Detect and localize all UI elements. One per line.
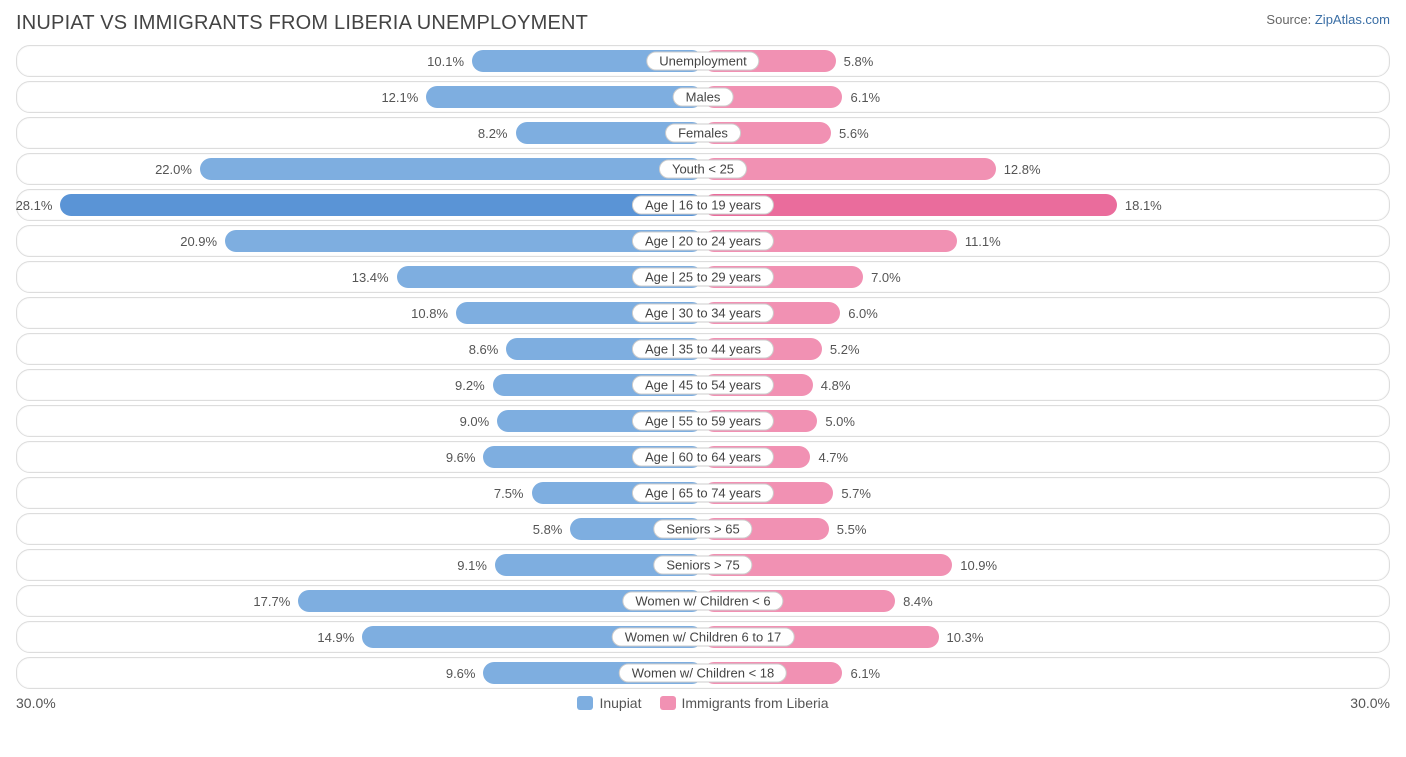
value-label-left: 20.9% bbox=[180, 226, 217, 256]
value-label-right: 10.9% bbox=[960, 550, 997, 580]
category-label: Age | 35 to 44 years bbox=[632, 340, 774, 359]
source-label: Source: bbox=[1266, 12, 1311, 27]
category-label: Women w/ Children 6 to 17 bbox=[612, 628, 795, 647]
axis-max-right: 30.0% bbox=[1350, 695, 1390, 711]
value-label-left: 14.9% bbox=[317, 622, 354, 652]
chart-title: INUPIAT VS IMMIGRANTS FROM LIBERIA UNEMP… bbox=[16, 12, 588, 35]
value-label-right: 7.0% bbox=[871, 262, 901, 292]
value-label-left: 17.7% bbox=[253, 586, 290, 616]
value-label-right: 5.8% bbox=[844, 46, 874, 76]
value-label-left: 9.0% bbox=[460, 406, 490, 436]
chart-row: 9.0% 5.0% Age | 55 to 59 years bbox=[16, 405, 1390, 437]
chart-row: 13.4% 7.0% Age | 25 to 29 years bbox=[16, 261, 1390, 293]
chart-row: 9.1% 10.9% Seniors > 75 bbox=[16, 549, 1390, 581]
value-label-right: 5.6% bbox=[839, 118, 869, 148]
chart-row: 8.6% 5.2% Age | 35 to 44 years bbox=[16, 333, 1390, 365]
value-label-left: 9.1% bbox=[457, 550, 487, 580]
category-label: Age | 30 to 34 years bbox=[632, 304, 774, 323]
chart-row: 9.6% 4.7% Age | 60 to 64 years bbox=[16, 441, 1390, 473]
value-label-right: 5.0% bbox=[825, 406, 855, 436]
category-label: Males bbox=[673, 88, 734, 107]
value-label-left: 22.0% bbox=[155, 154, 192, 184]
value-label-left: 8.6% bbox=[469, 334, 499, 364]
bar-left bbox=[200, 158, 703, 180]
category-label: Age | 16 to 19 years bbox=[632, 196, 774, 215]
value-label-right: 5.2% bbox=[830, 334, 860, 364]
category-label: Age | 65 to 74 years bbox=[632, 484, 774, 503]
value-label-left: 9.6% bbox=[446, 442, 476, 472]
axis-max-left: 30.0% bbox=[16, 695, 56, 711]
value-label-left: 13.4% bbox=[352, 262, 389, 292]
value-label-right: 6.0% bbox=[848, 298, 878, 328]
value-label-right: 4.8% bbox=[821, 370, 851, 400]
category-label: Youth < 25 bbox=[659, 160, 747, 179]
value-label-right: 6.1% bbox=[850, 82, 880, 112]
value-label-right: 8.4% bbox=[903, 586, 933, 616]
chart-source: Source: ZipAtlas.com bbox=[1266, 12, 1390, 27]
value-label-right: 10.3% bbox=[947, 622, 984, 652]
category-label: Females bbox=[665, 124, 741, 143]
value-label-left: 10.1% bbox=[427, 46, 464, 76]
value-label-right: 5.5% bbox=[837, 514, 867, 544]
chart-row: 10.1% 5.8% Unemployment bbox=[16, 45, 1390, 77]
chart-row: 20.9% 11.1% Age | 20 to 24 years bbox=[16, 225, 1390, 257]
legend-swatch-right bbox=[660, 696, 676, 710]
category-label: Age | 60 to 64 years bbox=[632, 448, 774, 467]
value-label-left: 10.8% bbox=[411, 298, 448, 328]
category-label: Age | 25 to 29 years bbox=[632, 268, 774, 287]
chart-row: 14.9% 10.3% Women w/ Children 6 to 17 bbox=[16, 621, 1390, 653]
value-label-right: 12.8% bbox=[1004, 154, 1041, 184]
category-label: Seniors > 75 bbox=[653, 556, 752, 575]
diverging-bar-chart: 10.1% 5.8% Unemployment 12.1% 6.1% Males 8.2% 5… bbox=[16, 45, 1390, 689]
category-label: Unemployment bbox=[646, 52, 759, 71]
chart-row: 10.8% 6.0% Age | 30 to 34 years bbox=[16, 297, 1390, 329]
chart-row: 7.5% 5.7% Age | 65 to 74 years bbox=[16, 477, 1390, 509]
value-label-right: 18.1% bbox=[1125, 190, 1162, 220]
category-label: Seniors > 65 bbox=[653, 520, 752, 539]
chart-row: 22.0% 12.8% Youth < 25 bbox=[16, 153, 1390, 185]
value-label-right: 5.7% bbox=[841, 478, 871, 508]
value-label-left: 9.2% bbox=[455, 370, 485, 400]
chart-row: 28.1% 18.1% Age | 16 to 19 years bbox=[16, 189, 1390, 221]
category-label: Women w/ Children < 6 bbox=[622, 592, 783, 611]
value-label-right: 4.7% bbox=[818, 442, 848, 472]
legend-item-left: Inupiat bbox=[577, 695, 641, 711]
chart-row: 12.1% 6.1% Males bbox=[16, 81, 1390, 113]
chart-row: 8.2% 5.6% Females bbox=[16, 117, 1390, 149]
category-label: Age | 55 to 59 years bbox=[632, 412, 774, 431]
chart-header: INUPIAT VS IMMIGRANTS FROM LIBERIA UNEMP… bbox=[16, 12, 1390, 35]
chart-row: 5.8% 5.5% Seniors > 65 bbox=[16, 513, 1390, 545]
value-label-left: 5.8% bbox=[533, 514, 563, 544]
bar-left bbox=[60, 194, 703, 216]
category-label: Age | 20 to 24 years bbox=[632, 232, 774, 251]
bar-left bbox=[426, 86, 703, 108]
chart-row: 17.7% 8.4% Women w/ Children < 6 bbox=[16, 585, 1390, 617]
legend-swatch-left bbox=[577, 696, 593, 710]
value-label-left: 28.1% bbox=[16, 190, 53, 220]
value-label-left: 8.2% bbox=[478, 118, 508, 148]
category-label: Age | 45 to 54 years bbox=[632, 376, 774, 395]
legend-label-left: Inupiat bbox=[599, 695, 641, 711]
value-label-right: 11.1% bbox=[965, 226, 1001, 256]
legend-label-right: Immigrants from Liberia bbox=[682, 695, 829, 711]
chart-row: 9.2% 4.8% Age | 45 to 54 years bbox=[16, 369, 1390, 401]
legend-item-right: Immigrants from Liberia bbox=[660, 695, 829, 711]
value-label-left: 9.6% bbox=[446, 658, 476, 688]
source-name: ZipAtlas.com bbox=[1315, 12, 1390, 27]
value-label-left: 12.1% bbox=[381, 82, 418, 112]
value-label-right: 6.1% bbox=[850, 658, 880, 688]
chart-row: 9.6% 6.1% Women w/ Children < 18 bbox=[16, 657, 1390, 689]
category-label: Women w/ Children < 18 bbox=[619, 664, 787, 683]
legend: Inupiat Immigrants from Liberia bbox=[577, 695, 828, 711]
value-label-left: 7.5% bbox=[494, 478, 524, 508]
chart-footer: 30.0% Inupiat Immigrants from Liberia 30… bbox=[16, 695, 1390, 711]
